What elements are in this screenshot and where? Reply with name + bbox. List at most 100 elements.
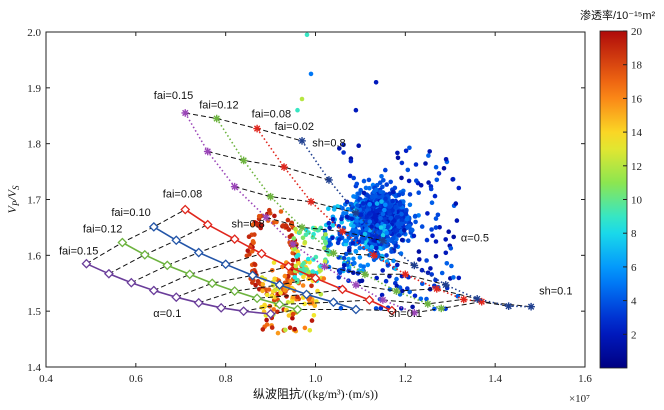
data-point [330, 223, 336, 228]
data-point [260, 327, 266, 332]
star-marker [230, 182, 239, 191]
data-point [271, 260, 277, 265]
y-axis-title: VP/VS [5, 185, 21, 214]
data-point [387, 204, 393, 210]
data-point [291, 236, 297, 241]
data-point [278, 290, 283, 296]
data-point [424, 237, 430, 243]
data-point [425, 211, 430, 216]
data-point [407, 192, 413, 197]
star-marker [266, 192, 275, 201]
data-point [376, 194, 382, 200]
star-stroke [505, 302, 512, 310]
data-point [361, 190, 367, 196]
data-point [380, 233, 386, 238]
colorbar-tick-label: 20 [631, 26, 643, 38]
data-point [295, 249, 301, 254]
sh-high-label-lower: sh=0.8 [231, 218, 264, 230]
sh-high-label-upper: sh=0.8 [312, 137, 345, 149]
star-marker [203, 147, 212, 156]
data-point [429, 227, 434, 232]
data-point [383, 278, 389, 284]
star-stroke [527, 303, 535, 310]
star-marker [289, 240, 297, 248]
y-tick-label: 1.5 [27, 306, 41, 318]
data-point [339, 216, 344, 222]
data-point [290, 315, 295, 321]
data-point [285, 217, 291, 223]
data-point [378, 215, 383, 221]
data-point [399, 221, 404, 227]
data-point [364, 226, 369, 232]
data-point [326, 220, 332, 226]
x-tick-label: 1.4 [488, 373, 502, 385]
alpha-label-upper: α=0.5 [461, 232, 489, 244]
data-point [260, 288, 265, 294]
tie-line [198, 277, 316, 304]
star-stroke [330, 249, 337, 257]
data-point [374, 187, 379, 193]
data-point [353, 249, 359, 254]
data-point [290, 257, 296, 263]
star-stroke [280, 163, 288, 171]
data-point [287, 325, 293, 331]
data-point [360, 239, 365, 245]
data-point [296, 252, 301, 258]
tie-line [270, 309, 392, 315]
data-point [435, 212, 441, 218]
data-point [392, 185, 398, 191]
data-point [341, 150, 346, 155]
data-point [378, 189, 383, 194]
star-marker [212, 114, 221, 123]
star-stroke [298, 224, 306, 231]
x-exponent-label: ×10⁷ [569, 393, 590, 405]
star-stroke [411, 309, 418, 317]
data-point [432, 306, 437, 312]
data-point [443, 157, 449, 162]
x-tick-label: 1.2 [398, 373, 412, 385]
data-point [373, 306, 379, 311]
template-curves [81, 109, 535, 319]
series-label: fai=0.08 [163, 189, 202, 201]
diamond-marker [292, 304, 303, 315]
star-stroke [442, 281, 449, 289]
star-marker [370, 251, 378, 260]
data-point [443, 250, 449, 256]
data-point [244, 253, 250, 259]
diamond-marker [337, 284, 348, 295]
data-point [399, 218, 405, 223]
data-point [357, 245, 363, 251]
star-stroke [182, 109, 189, 117]
data-point [383, 167, 388, 173]
annotations: fai=0.15 fai=0.12 fai=0.10 fai=0.08 fai=0.15… [59, 90, 573, 320]
data-point [245, 248, 251, 253]
data-point [308, 71, 314, 77]
diamond-marker [202, 219, 213, 230]
data-point [356, 191, 362, 196]
data-point [399, 175, 404, 181]
data-point [377, 180, 383, 185]
diamond-marker [81, 258, 92, 269]
data-point [341, 255, 347, 261]
series-label: fai=0.15 [59, 246, 98, 258]
star-stroke [352, 209, 360, 217]
diamond-marker [229, 234, 240, 245]
data-point [388, 179, 394, 185]
data-point [295, 294, 300, 300]
star-stroke [424, 300, 431, 308]
star-stroke [339, 228, 346, 235]
data-point [390, 208, 395, 213]
star-marker [181, 109, 190, 117]
colorbar-tick-label: 18 [631, 60, 643, 72]
data-point [364, 208, 370, 213]
data-point [367, 185, 372, 191]
star-marker [379, 296, 387, 304]
data-point [309, 318, 315, 323]
template-tie-lines [86, 112, 532, 315]
data-point [428, 186, 434, 192]
star-marker [473, 295, 481, 303]
star-stroke [478, 298, 485, 305]
colorbar-tick-label: 2 [631, 329, 637, 341]
data-point [423, 161, 428, 166]
data-point [297, 230, 303, 235]
